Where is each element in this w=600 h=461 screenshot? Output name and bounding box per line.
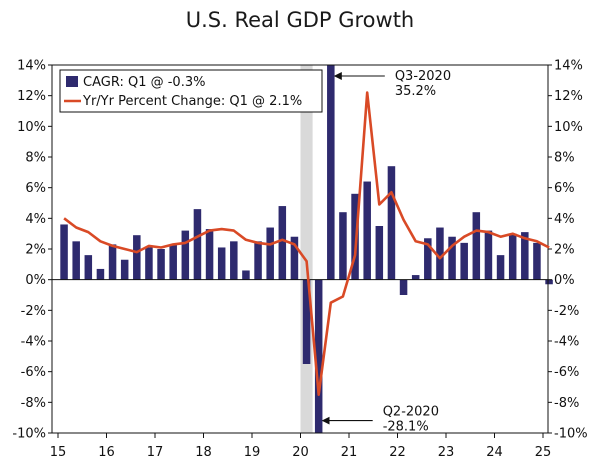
y-tick-label-left: 12% xyxy=(17,89,46,104)
legend-label-cagr: CAGR: Q1 @ -0.3% xyxy=(83,75,205,90)
axes-layer: 14% 14% 12% 12% 10% 10% 8% 8% 6% 6% 4% 4% 2% 2% 0% 0% -2… xyxy=(12,59,587,461)
y-tick-label-left: -2% xyxy=(21,304,46,319)
y-tick-label-right: -4% xyxy=(554,335,579,350)
y-tick-label-left: 2% xyxy=(25,243,46,258)
x-tick-label: 21 xyxy=(341,445,358,460)
y-tick-label-left: 14% xyxy=(17,59,46,74)
x-tick-label: 17 xyxy=(147,445,164,460)
cagr-bar xyxy=(508,233,517,280)
legend: CAGR: Q1 @ -0.3% Yr/Yr Percent Change: Q1… xyxy=(59,69,323,113)
annotation-label: -28.1% xyxy=(383,420,429,435)
cagr-bar xyxy=(302,279,311,364)
chart-title: U.S. Real GDP Growth xyxy=(185,8,415,32)
x-tick-label: 16 xyxy=(98,445,115,460)
cagr-bar xyxy=(84,255,93,280)
cagr-bar xyxy=(290,236,299,280)
yoy-line-layer xyxy=(63,91,550,397)
cagr-bar xyxy=(411,275,420,280)
y-tick-label-right: 6% xyxy=(554,181,575,196)
cagr-bar xyxy=(169,244,177,280)
cagr-bar xyxy=(278,206,287,280)
y-tick-label-right: 10% xyxy=(554,120,583,135)
y-tick-label-left: -10% xyxy=(12,427,46,442)
y-tick-label-left: -8% xyxy=(21,396,46,411)
y-tick-label-left: -4% xyxy=(21,335,46,350)
x-tick-label: 20 xyxy=(292,445,309,460)
cagr-bar xyxy=(363,181,371,280)
cagr-bar xyxy=(72,241,80,280)
cagr-bar xyxy=(205,229,214,280)
cagr-bar xyxy=(351,193,359,280)
cagr-bar xyxy=(266,227,274,280)
cagr-bar xyxy=(96,268,105,280)
yoy-line xyxy=(63,91,550,397)
cagr-bar xyxy=(472,212,481,280)
y-tick-label-right: -8% xyxy=(554,396,579,411)
cagr-bar xyxy=(533,242,541,280)
y-tick-label-right: 2% xyxy=(554,243,575,258)
cagr-bar xyxy=(448,236,456,280)
recession-shade-layer xyxy=(300,65,313,433)
legend-swatch-bar xyxy=(66,76,78,87)
cagr-bar xyxy=(181,230,190,280)
cagr-bar xyxy=(375,226,384,280)
recession-shade xyxy=(300,65,313,433)
y-tick-label-right: 14% xyxy=(554,59,583,74)
y-tick-label-right: 8% xyxy=(554,151,575,166)
cagr-bar xyxy=(242,270,250,280)
x-tick-label: 24 xyxy=(486,445,503,460)
cagr-bar xyxy=(157,249,165,280)
cagr-bar xyxy=(108,244,117,280)
x-tick-label: 25 xyxy=(535,445,552,460)
cagr-bar xyxy=(217,247,226,280)
cagr-bar xyxy=(521,232,529,280)
cagr-bar xyxy=(230,241,238,280)
cagr-bar xyxy=(120,259,129,280)
cagr-bar xyxy=(387,166,396,280)
x-tick-label: 18 xyxy=(195,445,212,460)
y-tick-label-left: 4% xyxy=(25,212,46,227)
cagr-bar xyxy=(484,230,493,280)
annotation-label: 35.2% xyxy=(395,84,436,99)
cagr-bar xyxy=(145,247,153,280)
x-tick-label: 22 xyxy=(389,445,406,460)
y-tick-label-right: -10% xyxy=(554,427,588,442)
cagr-bar xyxy=(314,279,323,433)
cagr-bar xyxy=(254,241,262,280)
cagr-bar xyxy=(545,279,553,285)
y-tick-label-left: 0% xyxy=(25,273,46,288)
cagr-bar xyxy=(339,212,347,280)
y-tick-label-right: 12% xyxy=(554,89,583,104)
y-tick-label-left: 8% xyxy=(25,151,46,166)
y-tick-label-left: 10% xyxy=(17,120,46,135)
y-tick-label-left: 6% xyxy=(25,181,46,196)
x-tick-label: 23 xyxy=(438,445,455,460)
cagr-bar xyxy=(496,255,505,280)
annotation-label: Q2-2020 xyxy=(383,405,439,420)
cagr-bar xyxy=(460,242,468,280)
annotation-label: Q3-2020 xyxy=(395,69,451,84)
x-tick-label: 19 xyxy=(244,445,261,460)
cagr-bar xyxy=(424,238,432,280)
y-tick-label-right: -2% xyxy=(554,304,579,319)
cagr-bar xyxy=(436,227,444,280)
legend-label-yoy: Yr/Yr Percent Change: Q1 @ 2.1% xyxy=(82,94,302,109)
cagr-bar xyxy=(193,209,202,280)
cagr-bar xyxy=(399,279,408,295)
y-tick-label-right: 4% xyxy=(554,212,575,227)
x-tick-label: 15 xyxy=(50,445,67,460)
legend-box xyxy=(59,69,323,113)
y-tick-label-right: -6% xyxy=(554,365,579,380)
cagr-bar xyxy=(60,224,68,280)
y-tick-label-right: 0% xyxy=(554,273,575,288)
cagr-bar xyxy=(133,235,141,280)
bars-layer xyxy=(60,65,553,433)
y-tick-label-left: -6% xyxy=(21,365,46,380)
cagr-bar xyxy=(327,65,335,280)
